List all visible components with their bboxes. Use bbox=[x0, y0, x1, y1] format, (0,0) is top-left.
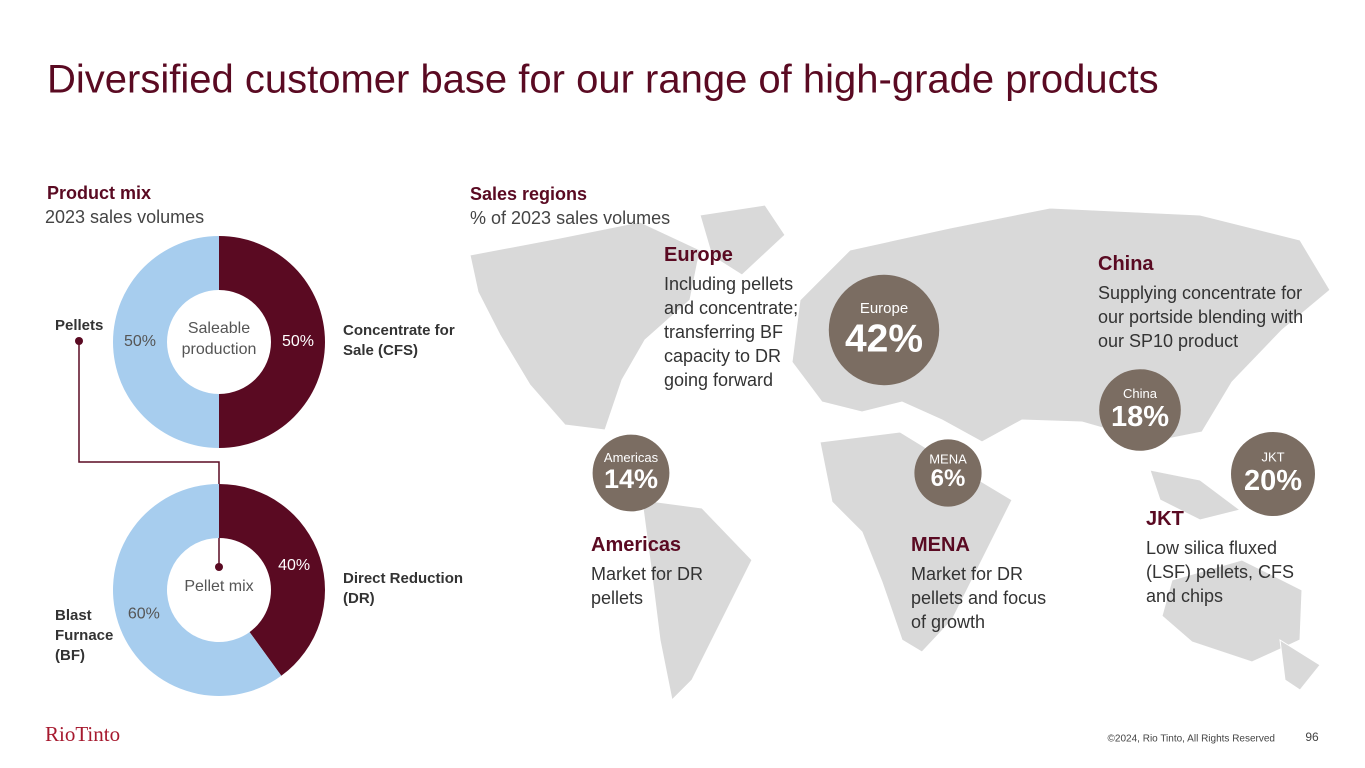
chart-subtitle: 2023 sales volumes bbox=[45, 207, 204, 227]
bubble-label: Europe bbox=[860, 300, 908, 317]
region-heading: Americas bbox=[591, 534, 682, 556]
category-label: Pellets bbox=[55, 317, 104, 334]
bubble-value: 18% bbox=[1111, 401, 1169, 433]
connector-dot bbox=[75, 337, 83, 345]
bubble-value: 42% bbox=[845, 317, 923, 360]
region-heading: China bbox=[1098, 253, 1154, 275]
bubble-value: 20% bbox=[1244, 465, 1302, 497]
page-number: 96 bbox=[1305, 730, 1319, 744]
value-label: 50% bbox=[124, 333, 156, 350]
bubble-value: 6% bbox=[931, 465, 966, 492]
copyright: ©2024, Rio Tinto, All Rights Reserved bbox=[1108, 734, 1275, 745]
category-label: Direct Reduction (DR) bbox=[343, 570, 464, 607]
bubble-label: JKT bbox=[1261, 449, 1284, 464]
logo: RioTinto bbox=[45, 722, 120, 746]
slide-title: Diversified customer base for our range … bbox=[47, 58, 1159, 102]
bubble-value: 14% bbox=[604, 464, 658, 494]
value-label: 60% bbox=[128, 606, 160, 623]
center-label: Saleable production bbox=[181, 320, 257, 358]
category-label: Concentrate for Sale (CFS) bbox=[343, 322, 455, 359]
bubble-label: China bbox=[1123, 386, 1158, 401]
region-bubble bbox=[592, 434, 670, 512]
world-map bbox=[469, 204, 1331, 702]
value-label: 40% bbox=[278, 557, 310, 574]
center-label: Pellet mix bbox=[184, 578, 254, 595]
region-note: Including pellets and concentrate; trans… bbox=[664, 274, 799, 390]
chart-title: Sales regions bbox=[470, 184, 587, 204]
region-note: Market for DR pellets bbox=[591, 564, 704, 608]
region-heading: Europe bbox=[664, 244, 733, 266]
region-bubble bbox=[914, 439, 982, 507]
region-bubble bbox=[828, 274, 940, 386]
region-heading: MENA bbox=[911, 534, 970, 556]
region-note: Supplying concentrate for our portside b… bbox=[1098, 283, 1304, 351]
chart-title: Product mix bbox=[47, 183, 151, 203]
donut-segment bbox=[113, 236, 219, 448]
region-heading: JKT bbox=[1146, 508, 1184, 530]
region-note: Market for DR pellets and focus of growt… bbox=[911, 564, 1047, 632]
category-label: Blast Furnace (BF) bbox=[55, 607, 114, 664]
donut-segment bbox=[219, 236, 325, 448]
region-note: Low silica fluxed (LSF) pellets, CFS and… bbox=[1146, 538, 1295, 606]
connector-dot bbox=[215, 563, 223, 571]
bubble-label: Americas bbox=[604, 450, 659, 465]
region-bubble bbox=[1099, 369, 1181, 451]
chart-subtitle: % of 2023 sales volumes bbox=[470, 208, 670, 228]
bubble-label: MENA bbox=[929, 452, 967, 467]
donut-segment bbox=[219, 484, 326, 676]
region-bubble bbox=[1231, 432, 1315, 516]
donut-segment bbox=[113, 484, 282, 696]
value-label: 50% bbox=[282, 333, 314, 350]
